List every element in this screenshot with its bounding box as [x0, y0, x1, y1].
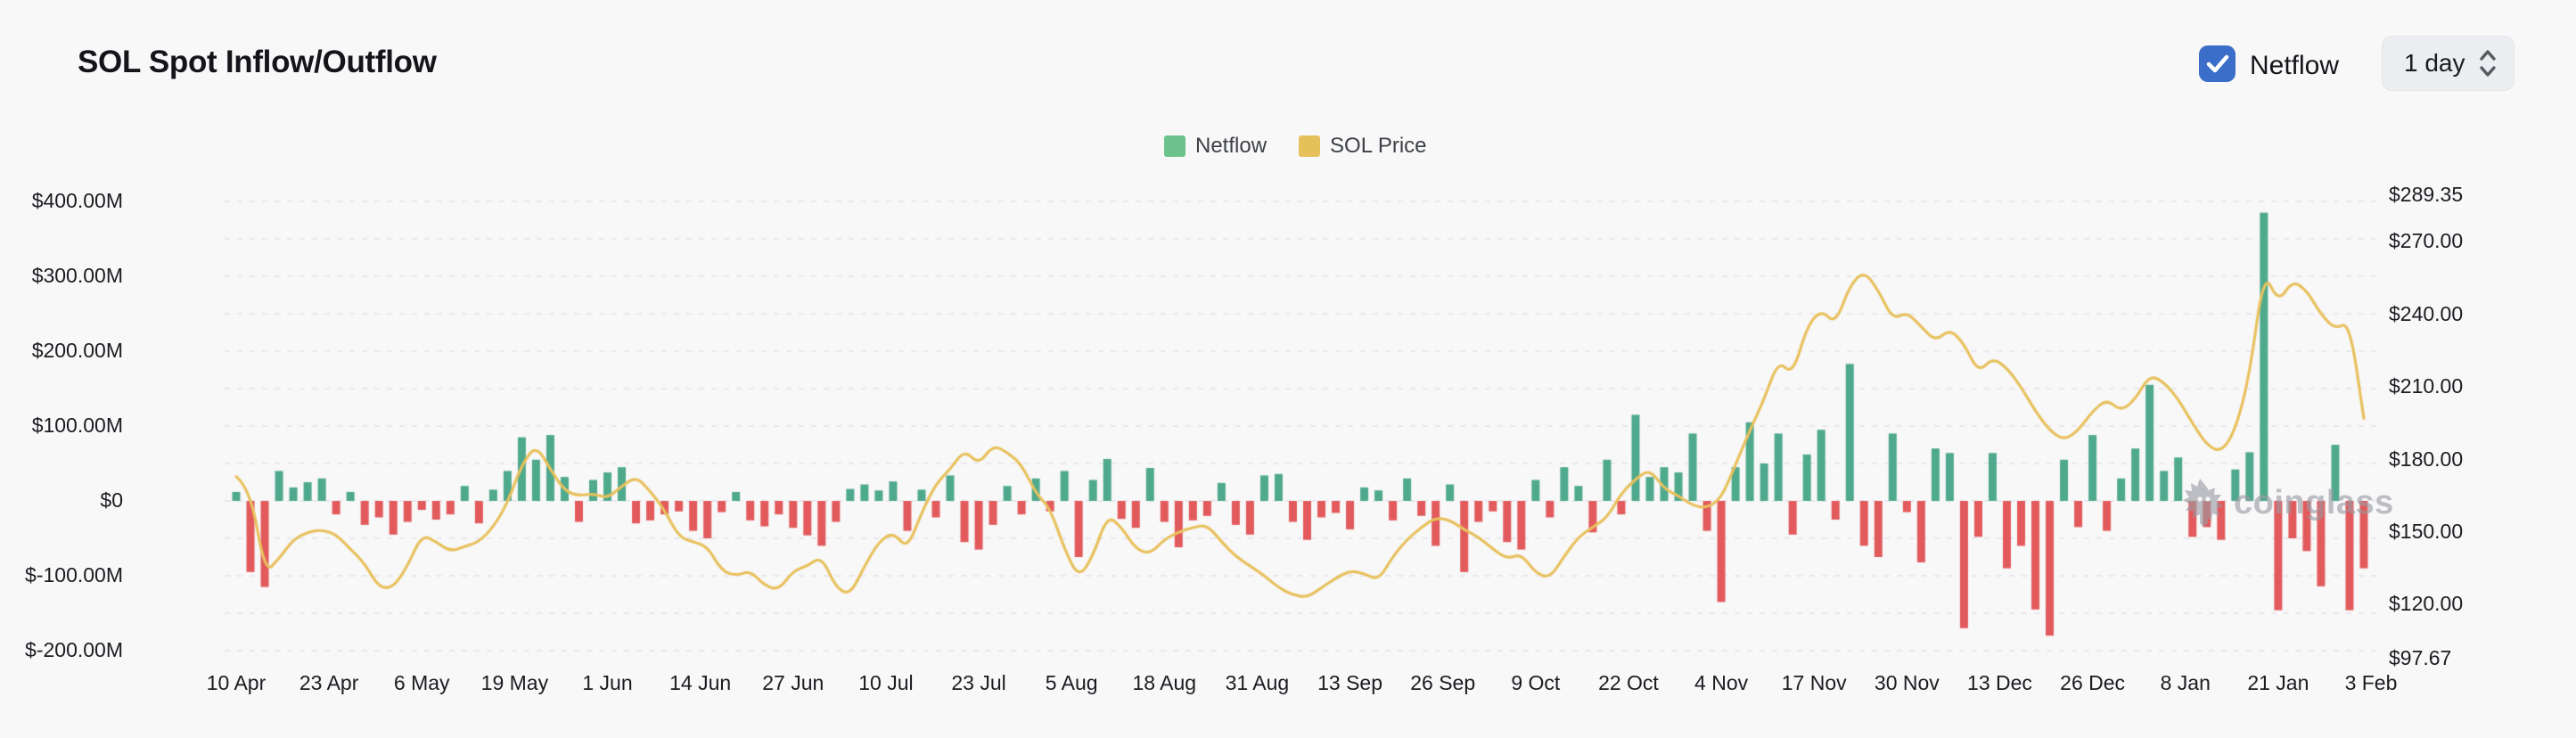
x-axis-label: 13 Sep [1317, 671, 1383, 694]
interval-select[interactable]: 1 day [2382, 36, 2514, 91]
y-axis-label-right: $97.67 [2389, 646, 2452, 669]
x-axis-label: 22 Oct [1598, 671, 1659, 694]
legend-label-sol-price: SOL Price [1330, 134, 1427, 158]
x-axis-label: 10 Jul [858, 671, 914, 694]
x-axis-label: 3 Feb [2344, 671, 2398, 694]
x-axis-label: 10 Apr [206, 671, 267, 694]
legend: Netflow SOL Price [1164, 134, 1427, 159]
x-axis-label: 13 Dec [1967, 671, 2032, 694]
y-axis-label-left: $400.00M [31, 189, 123, 212]
y-axis-label-left: $0 [100, 488, 123, 512]
y-axis-label-right: $150.00 [2389, 520, 2464, 544]
x-axis-label: 31 Aug [1225, 671, 1290, 694]
x-axis-label: 8 Jan [2160, 671, 2211, 694]
netflow-checkbox[interactable] [2199, 45, 2236, 82]
y-axis-label-right: $270.00 [2389, 229, 2464, 253]
y-axis-label-right: $120.00 [2389, 592, 2464, 616]
x-axis-label: 1 Jun [582, 671, 633, 694]
watermark: coinglass [2182, 478, 2394, 528]
x-axis-label: 9 Oct [1511, 671, 1561, 694]
y-axis-label-left: $-200.00M [25, 638, 123, 661]
x-axis-label: 14 Jun [669, 671, 732, 694]
y-axis-label-right: $289.35 [2389, 183, 2464, 206]
legend-item-sol-price[interactable]: SOL Price [1299, 134, 1427, 159]
x-axis-label: 26 Sep [1410, 671, 1476, 694]
x-axis-label: 27 Jun [762, 671, 824, 694]
y-axis-label-right: $180.00 [2389, 447, 2464, 471]
y-axis-label-left: $100.00M [31, 414, 123, 437]
updown-chevron-icon [2479, 50, 2496, 77]
x-axis-label: 23 Jul [951, 671, 1006, 694]
interval-select-value: 1 day [2404, 49, 2465, 77]
x-axis-label: 17 Nov [1781, 671, 1847, 694]
legend-swatch-netflow [1164, 135, 1185, 157]
legend-label-netflow: Netflow [1195, 134, 1267, 158]
y-axis-label-right: $240.00 [2389, 301, 2464, 325]
x-axis-label: 6 May [393, 671, 450, 694]
page-title: SOL Spot Inflow/Outflow [78, 45, 437, 79]
coinglass-logo-icon [2183, 479, 2223, 527]
x-axis-label: 18 Aug [1132, 671, 1197, 694]
x-axis-label: 26 Dec [2060, 671, 2126, 694]
watermark-text: coinglass [2234, 483, 2394, 521]
x-axis-label: 5 Aug [1045, 671, 1098, 694]
x-axis-label: 19 May [480, 671, 549, 694]
y-axis-label-right: $210.00 [2389, 374, 2464, 398]
legend-swatch-sol-price [1299, 135, 1321, 157]
x-axis-label: 30 Nov [1874, 671, 1940, 694]
x-axis-label: 4 Nov [1694, 671, 1749, 694]
y-axis-label-left: $200.00M [31, 339, 123, 362]
legend-item-netflow[interactable]: Netflow [1164, 134, 1267, 159]
checkbox-check-icon [2206, 54, 2228, 72]
netflow-toggle-label[interactable]: Netflow [2250, 51, 2340, 80]
x-axis-label: 21 Jan [2247, 671, 2309, 694]
y-axis-label-left: $-100.00M [25, 563, 123, 586]
x-axis-label: 23 Apr [299, 671, 359, 694]
y-axis-label-left: $300.00M [31, 264, 123, 287]
